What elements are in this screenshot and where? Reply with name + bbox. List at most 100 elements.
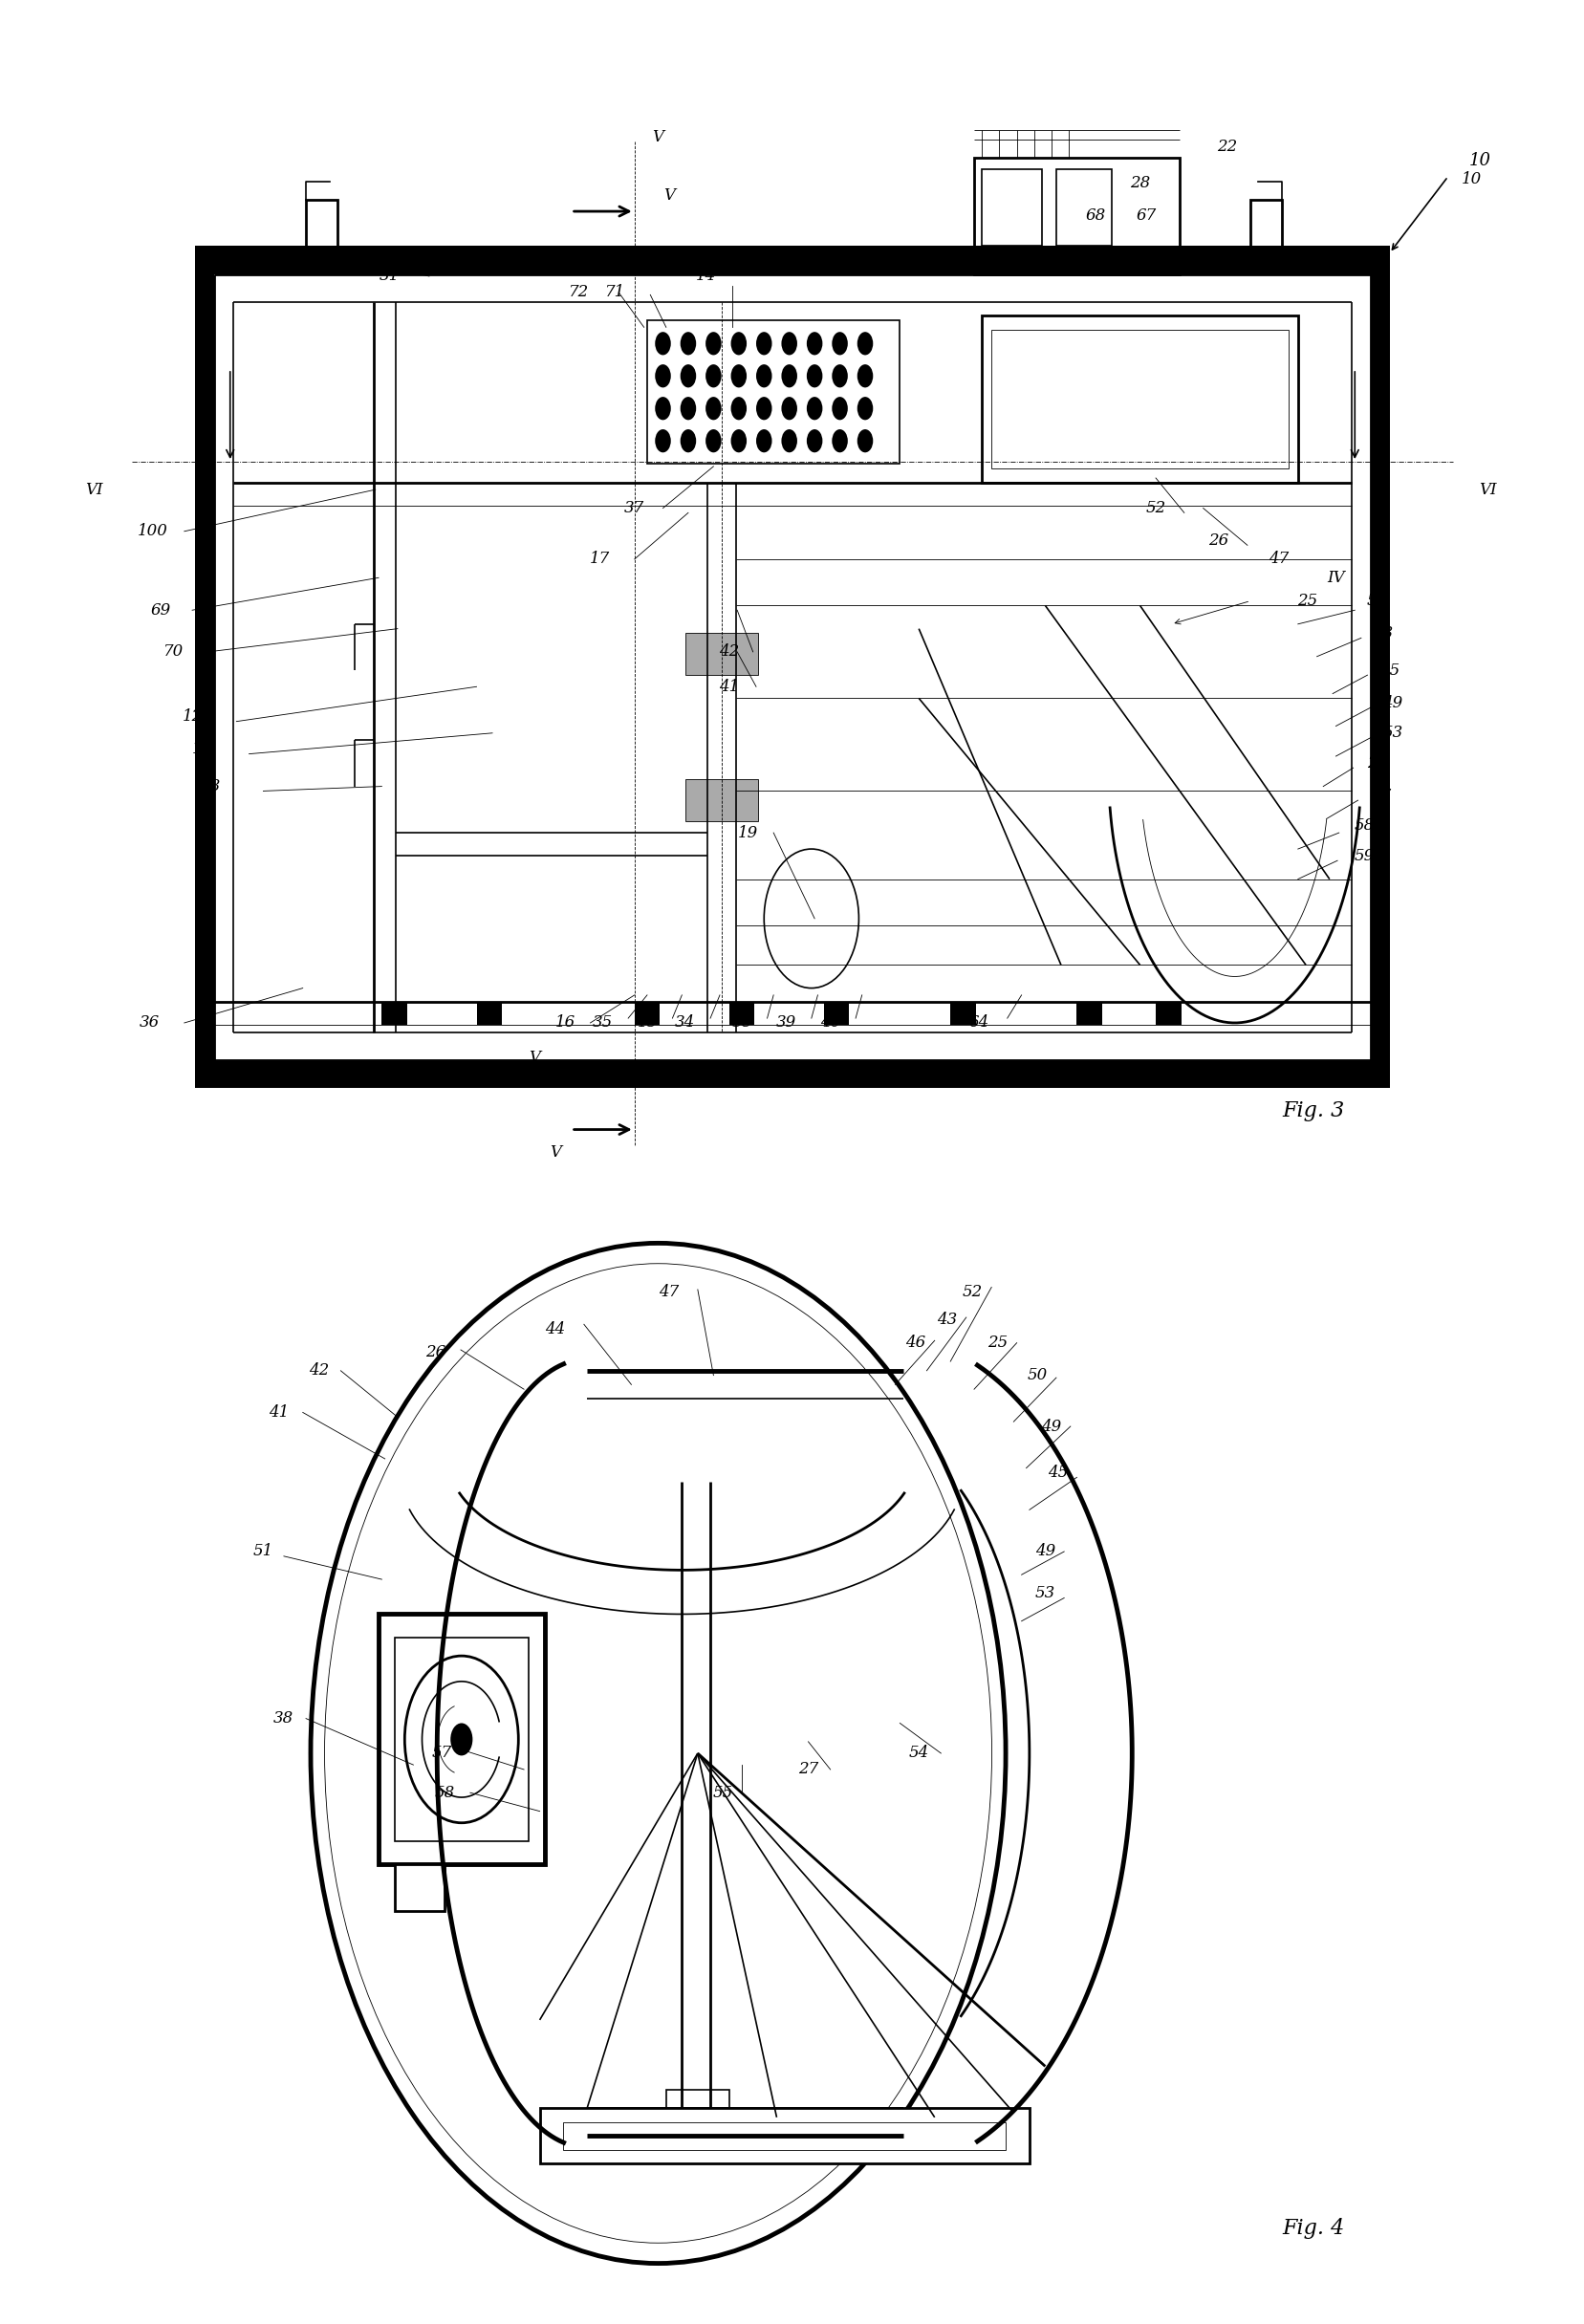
Text: 49: 49: [1041, 1418, 1061, 1434]
Text: 57: 57: [1370, 788, 1391, 804]
Circle shape: [857, 365, 873, 388]
Bar: [1370, 246, 1389, 1088]
Circle shape: [705, 397, 721, 421]
Text: 47: 47: [1269, 551, 1288, 567]
Text: 27: 27: [798, 1762, 817, 1778]
Text: V: V: [653, 130, 664, 146]
Circle shape: [806, 397, 822, 421]
Bar: [195, 1060, 1389, 1088]
Bar: [477, 1002, 502, 1025]
Bar: [195, 246, 1389, 274]
Bar: [982, 170, 1041, 246]
Text: 16: 16: [554, 1016, 575, 1032]
Circle shape: [654, 332, 670, 356]
Text: 51: 51: [253, 1543, 274, 1559]
Text: 10: 10: [1468, 151, 1489, 170]
Text: 68: 68: [1085, 207, 1106, 223]
Circle shape: [781, 430, 797, 453]
Text: 43: 43: [1372, 625, 1392, 641]
Text: 18: 18: [201, 779, 222, 795]
Bar: [729, 1002, 754, 1025]
Text: 57: 57: [431, 1745, 451, 1762]
Circle shape: [857, 397, 873, 421]
Text: VI: VI: [1478, 481, 1495, 497]
Text: 41: 41: [269, 1404, 288, 1420]
Bar: [379, 1615, 545, 1864]
Circle shape: [806, 365, 822, 388]
Text: 50: 50: [1026, 1367, 1047, 1383]
Circle shape: [730, 430, 746, 453]
Text: 56: 56: [1365, 593, 1386, 609]
Text: 14: 14: [695, 267, 716, 284]
Bar: [982, 316, 1297, 483]
Text: 54: 54: [908, 1745, 928, 1762]
Circle shape: [705, 332, 721, 356]
Text: V: V: [529, 1050, 540, 1067]
Text: Fig. 3: Fig. 3: [1281, 1102, 1345, 1122]
Bar: [1055, 170, 1110, 246]
Text: 45: 45: [1047, 1464, 1068, 1480]
Text: 11: 11: [192, 741, 212, 758]
Circle shape: [857, 430, 873, 453]
Text: 58: 58: [1353, 818, 1373, 834]
Text: 35: 35: [592, 1016, 613, 1032]
Text: 43: 43: [936, 1311, 957, 1327]
Text: 37: 37: [624, 500, 645, 516]
Circle shape: [680, 430, 695, 453]
Bar: [382, 1002, 407, 1025]
Text: 38: 38: [732, 1016, 752, 1032]
Text: Fig. 4: Fig. 4: [1281, 2217, 1345, 2238]
Circle shape: [832, 430, 847, 453]
Circle shape: [654, 365, 670, 388]
Bar: [1250, 200, 1281, 270]
Bar: [684, 779, 757, 820]
Circle shape: [756, 430, 771, 453]
Text: 41: 41: [719, 679, 740, 695]
Text: 40: 40: [821, 1016, 840, 1032]
Text: 53: 53: [1381, 725, 1402, 741]
Text: 27: 27: [1365, 755, 1386, 772]
Circle shape: [781, 397, 797, 421]
Circle shape: [705, 430, 721, 453]
Text: 52: 52: [961, 1283, 982, 1299]
Bar: [665, 2089, 729, 2117]
Circle shape: [756, 397, 771, 421]
Text: 22: 22: [1217, 139, 1236, 153]
Text: 17: 17: [589, 551, 610, 567]
Text: 49: 49: [1381, 695, 1402, 711]
Circle shape: [730, 365, 746, 388]
Text: 67: 67: [1136, 207, 1156, 223]
Text: 55: 55: [713, 1785, 733, 1801]
Circle shape: [756, 365, 771, 388]
Text: 15: 15: [637, 1016, 657, 1032]
Text: 52: 52: [1145, 500, 1166, 516]
Text: 39: 39: [776, 1016, 795, 1032]
Text: 42: 42: [719, 644, 740, 660]
Circle shape: [857, 332, 873, 356]
Text: 34: 34: [675, 1016, 695, 1032]
Bar: [1076, 1002, 1101, 1025]
Circle shape: [680, 397, 695, 421]
Bar: [540, 2108, 1028, 2164]
Text: 28: 28: [1129, 174, 1150, 191]
Circle shape: [730, 332, 746, 356]
Text: 72: 72: [569, 284, 589, 300]
Circle shape: [450, 1722, 472, 1755]
Text: IV: IV: [1326, 569, 1343, 586]
Text: 10: 10: [1460, 170, 1481, 186]
Text: 49: 49: [1034, 1543, 1055, 1559]
Text: 46: 46: [904, 1334, 925, 1350]
Text: 53: 53: [1034, 1585, 1055, 1601]
Bar: [684, 634, 757, 674]
Text: VI: VI: [86, 481, 103, 497]
Circle shape: [654, 397, 670, 421]
Circle shape: [781, 332, 797, 356]
Text: 36: 36: [139, 1016, 160, 1032]
Text: 26: 26: [425, 1343, 445, 1360]
Bar: [992, 330, 1288, 469]
Text: V: V: [664, 186, 675, 202]
Bar: [562, 2122, 1006, 2150]
Circle shape: [806, 430, 822, 453]
Circle shape: [680, 332, 695, 356]
Circle shape: [705, 365, 721, 388]
